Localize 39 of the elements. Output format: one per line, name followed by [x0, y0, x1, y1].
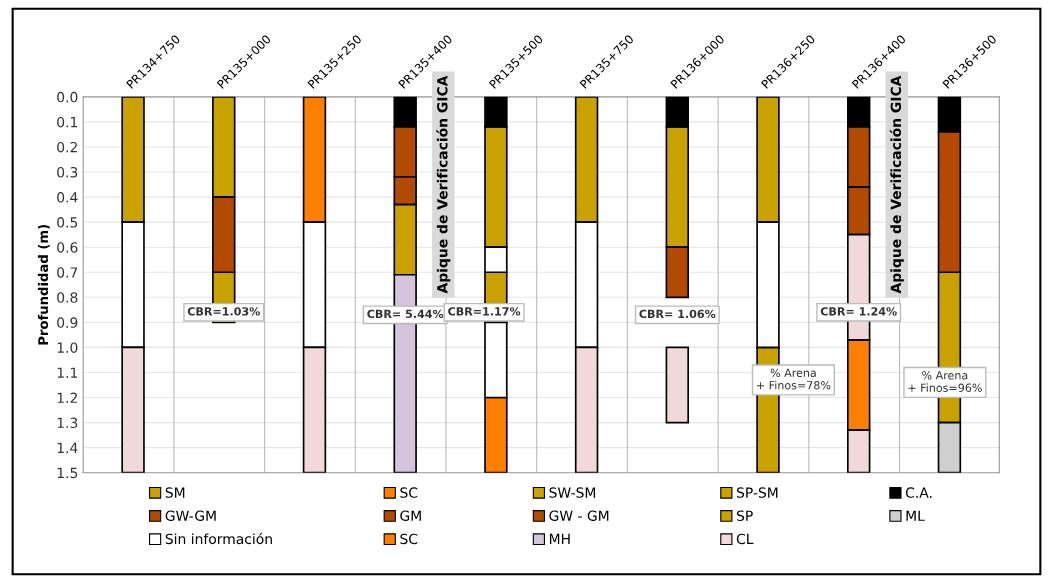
legend-label: SC — [400, 487, 418, 498]
legend-label: MH — [549, 533, 570, 544]
annotation: CBR= 1.24% — [820, 307, 897, 316]
y-tick-label: 0.7 — [57, 267, 78, 278]
y-tick-label: 0.6 — [57, 242, 78, 253]
legend-label: SC — [400, 533, 418, 545]
y-tick-label: 0.5 — [57, 217, 78, 228]
legend-label: SP-SM — [736, 487, 778, 498]
annotation: CBR=1.17% — [448, 307, 521, 316]
annotation: CBR=1.03% — [187, 307, 260, 316]
annotation: % Arena + Finos=96% — [908, 371, 982, 392]
annotation: CBR= 5.44% — [367, 309, 444, 319]
legend-label: GW-GM — [165, 510, 216, 521]
legend-label: SP — [736, 510, 753, 521]
y-tick-label: 1.3 — [57, 417, 78, 429]
bar — [665, 346, 690, 424]
y-tick-label: 1.2 — [57, 392, 77, 403]
y-tick-label: 0.8 — [57, 292, 78, 303]
y-tick-label: 1.5 — [57, 467, 78, 479]
y-tick-label: 0.2 — [57, 141, 77, 153]
legend-label: Sin información — [165, 532, 272, 545]
y-tick-label: 0.9 — [57, 317, 78, 328]
y-tick-label: 1.1 — [57, 367, 78, 378]
legend-label: CL — [736, 533, 754, 545]
legend-label: SW-SM — [549, 487, 596, 498]
annotation: CBR= 1.06% — [639, 309, 716, 319]
annotation: % Arena + Finos=78% — [757, 368, 831, 390]
legend-label: C.A. — [905, 487, 932, 498]
y-tick-label: 1.4 — [57, 442, 78, 453]
y-tick-label: 0.0 — [57, 91, 78, 103]
y-tick-label: 0.1 — [57, 116, 78, 128]
legend-label: SM — [165, 487, 185, 498]
legend-label: GM — [400, 510, 421, 521]
legend-label: GW - GM — [549, 510, 609, 521]
legend-label: ML — [906, 510, 925, 521]
y-tick-label: 0.4 — [57, 192, 78, 203]
y-tick-label: 0.3 — [57, 167, 78, 178]
y-tick-label: 1.0 — [57, 342, 78, 353]
y-axis-title: Profundidad (m) — [37, 224, 50, 345]
